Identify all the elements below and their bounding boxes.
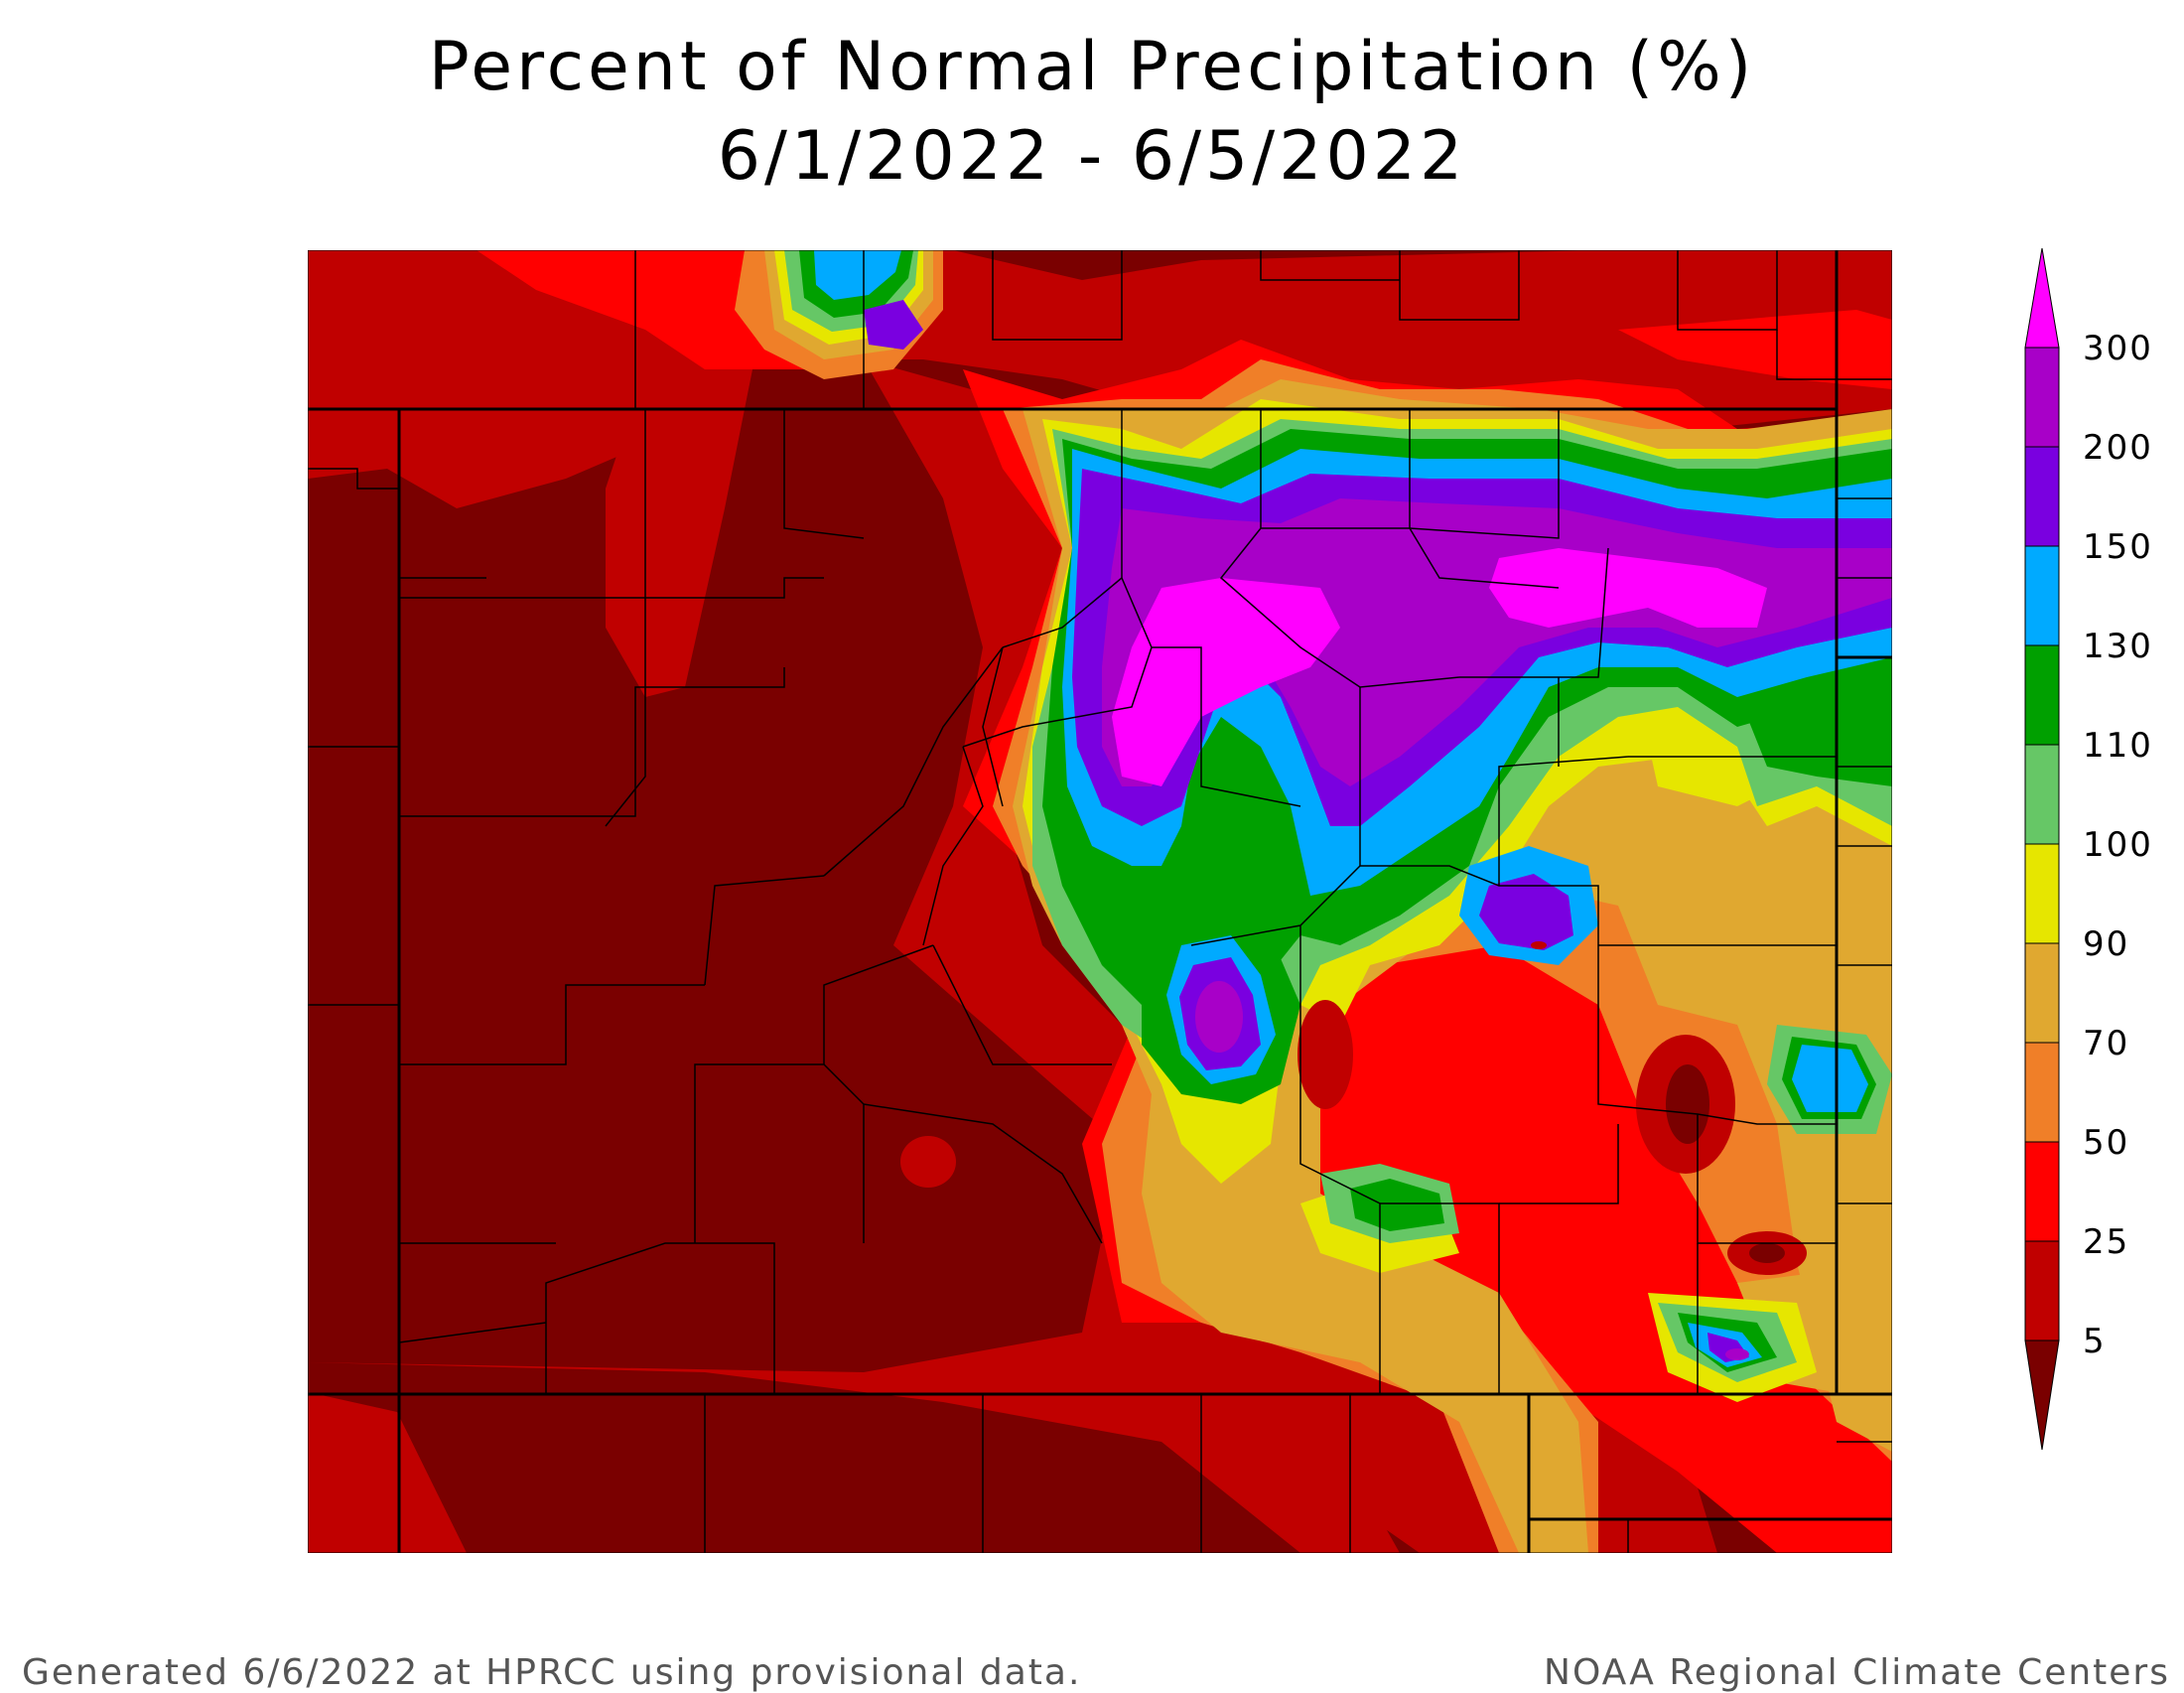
legend-arrow-bottom xyxy=(2024,1340,2060,1451)
legend-label-200: 200 xyxy=(2083,428,2153,468)
color-legend xyxy=(2024,248,2060,1451)
legend-swatch-130-150 xyxy=(2024,545,2060,646)
legend-swatch-90-100 xyxy=(2024,843,2060,944)
precipitation-map xyxy=(308,250,1892,1553)
legend-swatch-25-50 xyxy=(2024,1141,2060,1242)
legend-swatch-150-200 xyxy=(2024,446,2060,547)
dry-pockets xyxy=(1297,941,1807,1275)
legend-label-110: 110 xyxy=(2083,726,2153,766)
credit-note: NOAA Regional Climate Centers xyxy=(1544,1652,2170,1693)
legend-label-130: 130 xyxy=(2083,627,2153,666)
legend-label-100: 100 xyxy=(2083,825,2153,865)
legend-swatch-50-70 xyxy=(2024,1042,2060,1143)
legend-label-25: 25 xyxy=(2083,1222,2130,1262)
legend-label-70: 70 xyxy=(2083,1024,2130,1063)
county-lines xyxy=(308,250,1892,1553)
legend-swatch-110-130 xyxy=(2024,644,2060,746)
legend-label-90: 90 xyxy=(2083,924,2130,964)
map-date-range: 6/1/2022 - 6/5/2022 xyxy=(717,117,1467,196)
state-borders xyxy=(308,250,1892,1553)
legend-swatch-70-90 xyxy=(2024,942,2060,1044)
map-title: Percent of Normal Precipitation (%) xyxy=(428,28,1756,106)
legend-swatch-5-25 xyxy=(2024,1240,2060,1341)
legend-swatch-100-110 xyxy=(2024,744,2060,845)
band-above-300 xyxy=(1112,548,1767,786)
legend-swatch-200-300 xyxy=(2024,347,2060,448)
legend-label-150: 150 xyxy=(2083,527,2153,567)
legend-label-50: 50 xyxy=(2083,1123,2130,1163)
legend-arrow-top xyxy=(2024,248,2060,349)
legend-label-5: 5 xyxy=(2083,1322,2107,1361)
generated-note: Generated 6/6/2022 at HPRCC using provis… xyxy=(22,1652,1082,1693)
legend-label-300: 300 xyxy=(2083,329,2153,368)
